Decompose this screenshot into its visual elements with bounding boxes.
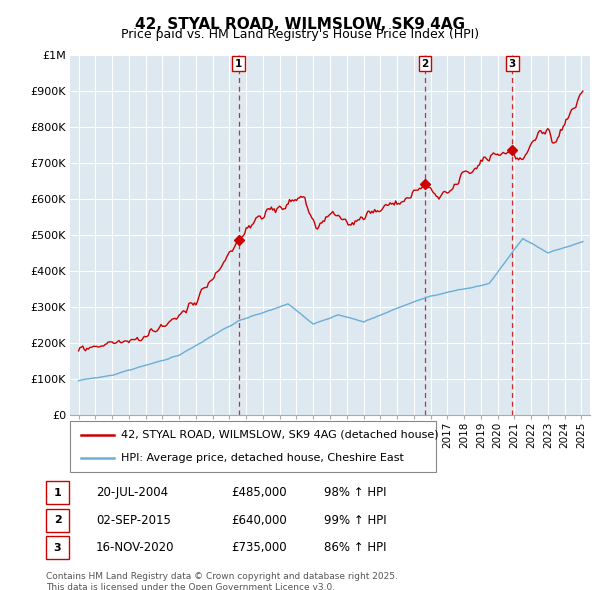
Text: 16-NOV-2020: 16-NOV-2020	[96, 541, 175, 554]
Text: 1: 1	[54, 488, 61, 497]
Text: 42, STYAL ROAD, WILMSLOW, SK9 4AG (detached house): 42, STYAL ROAD, WILMSLOW, SK9 4AG (detac…	[121, 430, 439, 440]
Text: £640,000: £640,000	[231, 514, 287, 527]
Text: HPI: Average price, detached house, Cheshire East: HPI: Average price, detached house, Ches…	[121, 453, 404, 463]
Text: 20-JUL-2004: 20-JUL-2004	[96, 486, 168, 499]
Text: 2: 2	[421, 59, 428, 69]
Text: £485,000: £485,000	[231, 486, 287, 499]
Text: 99% ↑ HPI: 99% ↑ HPI	[324, 514, 386, 527]
Text: £735,000: £735,000	[231, 541, 287, 554]
Text: Price paid vs. HM Land Registry's House Price Index (HPI): Price paid vs. HM Land Registry's House …	[121, 28, 479, 41]
Text: 3: 3	[54, 543, 61, 552]
Text: 1: 1	[235, 59, 242, 69]
Text: 86% ↑ HPI: 86% ↑ HPI	[324, 541, 386, 554]
Text: 42, STYAL ROAD, WILMSLOW, SK9 4AG: 42, STYAL ROAD, WILMSLOW, SK9 4AG	[135, 17, 465, 31]
Text: 2: 2	[54, 516, 61, 525]
Text: 98% ↑ HPI: 98% ↑ HPI	[324, 486, 386, 499]
Text: 3: 3	[509, 59, 516, 69]
Text: Contains HM Land Registry data © Crown copyright and database right 2025.
This d: Contains HM Land Registry data © Crown c…	[46, 572, 398, 590]
Text: 02-SEP-2015: 02-SEP-2015	[96, 514, 171, 527]
